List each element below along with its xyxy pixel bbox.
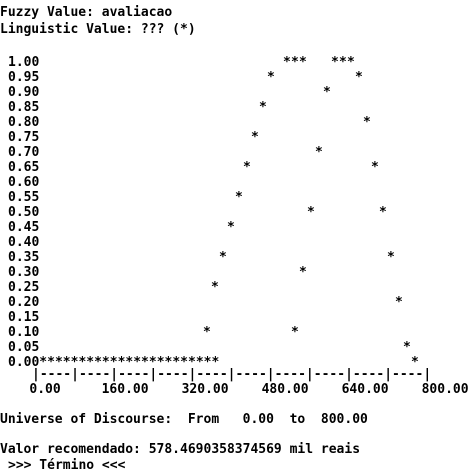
y-tick-label: 0.25 xyxy=(8,280,40,295)
y-tick-label: 0.95 xyxy=(8,70,40,85)
data-point: * xyxy=(331,55,339,70)
data-point: * xyxy=(267,70,275,85)
data-point: * xyxy=(299,265,307,280)
data-point: * xyxy=(387,250,395,265)
data-point: * xyxy=(411,355,419,370)
y-tick-label: 0.60 xyxy=(8,175,40,190)
data-point: * xyxy=(395,295,403,310)
data-point: * xyxy=(283,55,291,70)
data-point: * xyxy=(235,190,243,205)
data-point: * xyxy=(219,250,227,265)
x-axis-line: |----|----|----|----|----|----|----|----… xyxy=(32,367,432,382)
x-tick-label: 480.00 xyxy=(261,382,309,397)
y-tick-label: 0.45 xyxy=(8,220,40,235)
y-tick-label: 0.70 xyxy=(8,145,40,160)
termino-line: >>> Término <<< xyxy=(8,458,126,473)
y-tick-label: 1.00 xyxy=(8,55,40,70)
fuzzy-value-line: Fuzzy Value: avaliacao xyxy=(0,5,173,20)
data-point: * xyxy=(403,340,411,355)
y-tick-label: 0.50 xyxy=(8,205,40,220)
y-tick-label: 0.05 xyxy=(8,340,40,355)
data-point: * xyxy=(363,115,371,130)
data-point: * xyxy=(347,55,355,70)
data-point: * xyxy=(251,130,259,145)
linguistic-value-line: Linguistic Value: ??? (*) xyxy=(0,22,196,37)
baseline-zero-row: 0.00*********************** xyxy=(8,355,220,370)
data-point: * xyxy=(339,55,347,70)
y-tick-label: 0.55 xyxy=(8,190,40,205)
data-point: * xyxy=(291,325,299,340)
x-tick-label: 160.00 xyxy=(101,382,149,397)
data-point: * xyxy=(203,325,211,340)
y-tick-label: 0.10 xyxy=(8,325,40,340)
data-point: * xyxy=(227,220,235,235)
data-point: * xyxy=(243,160,251,175)
data-point: * xyxy=(299,55,307,70)
y-tick-label: 0.65 xyxy=(8,160,40,175)
data-point: * xyxy=(211,280,219,295)
universe-of-discourse-line: Universe of Discourse: From 0.00 to 800.… xyxy=(0,412,368,427)
y-tick-label: 0.20 xyxy=(8,295,40,310)
data-point: * xyxy=(315,145,323,160)
x-tick-label: 640.00 xyxy=(341,382,389,397)
data-point: * xyxy=(355,70,363,85)
x-tick-label: 800.00 xyxy=(421,382,469,397)
x-tick-label: 320.00 xyxy=(181,382,229,397)
y-tick-label: 0.90 xyxy=(8,85,40,100)
y-tick-label: 0.75 xyxy=(8,130,40,145)
y-tick-label: 0.85 xyxy=(8,100,40,115)
y-tick-label: 0.40 xyxy=(8,235,40,250)
y-tick-label: 0.15 xyxy=(8,310,40,325)
y-tick-label: 0.35 xyxy=(8,250,40,265)
data-point: * xyxy=(291,55,299,70)
data-point: * xyxy=(379,205,387,220)
data-point: * xyxy=(371,160,379,175)
x-tick-label: 0.00 xyxy=(29,382,61,397)
y-tick-label: 0.30 xyxy=(8,265,40,280)
valor-recomendado-line: Valor recomendado: 578.4690358374569 mil… xyxy=(0,442,361,457)
data-point: * xyxy=(323,85,331,100)
y-tick-label: 0.80 xyxy=(8,115,40,130)
data-point: * xyxy=(307,205,315,220)
data-point: * xyxy=(259,100,267,115)
